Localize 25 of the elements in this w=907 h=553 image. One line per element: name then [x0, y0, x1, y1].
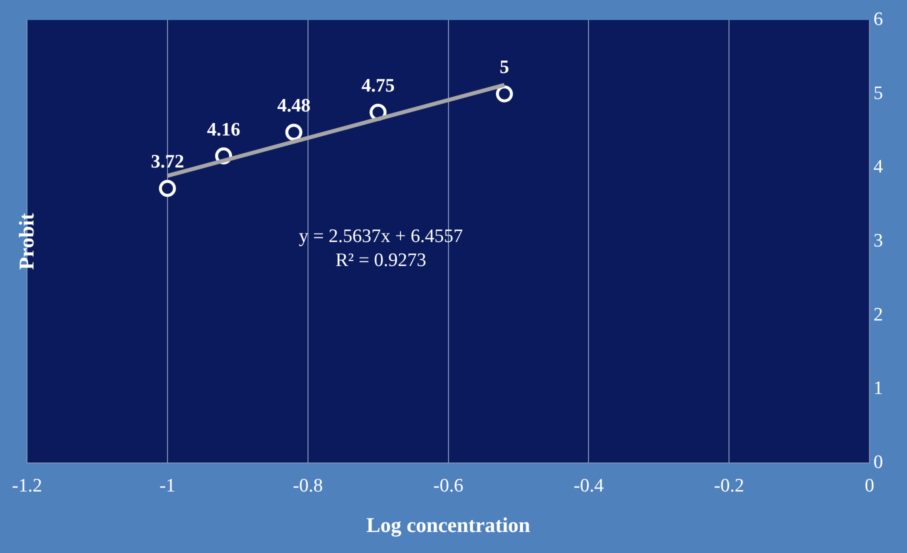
x-tick-label: -0.6 — [433, 475, 464, 496]
y-tick-label: 1 — [874, 378, 883, 400]
x-tick-label: -0.8 — [292, 475, 323, 496]
y-axis-title: Probit — [14, 213, 38, 270]
y-tick-label: 3 — [874, 230, 883, 252]
y-tick-label: 5 — [874, 82, 883, 104]
data-label: 3.72 — [150, 152, 184, 173]
y-tick-label: 4 — [874, 156, 884, 178]
point — [158, 180, 176, 197]
data-label: 4.48 — [277, 96, 310, 117]
x-tick-label: -0.2 — [714, 475, 744, 496]
point — [496, 85, 513, 102]
y-tick-label: 0 — [874, 452, 883, 473]
annotation: y = 2.5637x + 6.4557 — [298, 226, 463, 248]
y-tick-label: 6 — [874, 8, 883, 30]
x-tick-label: -0.4 — [574, 475, 604, 496]
x-tick-label: -1 — [160, 475, 176, 496]
data-label: 4.16 — [206, 119, 240, 140]
annotation: R² = 0.9273 — [335, 250, 426, 272]
x-tick-label: -1.2 — [12, 475, 42, 496]
data-label: 4.75 — [361, 76, 395, 97]
data-label: 5 — [500, 57, 510, 78]
y-tick-label: 2 — [874, 304, 883, 326]
point — [285, 124, 302, 141]
x-axis-title: Log concentration — [366, 512, 531, 537]
